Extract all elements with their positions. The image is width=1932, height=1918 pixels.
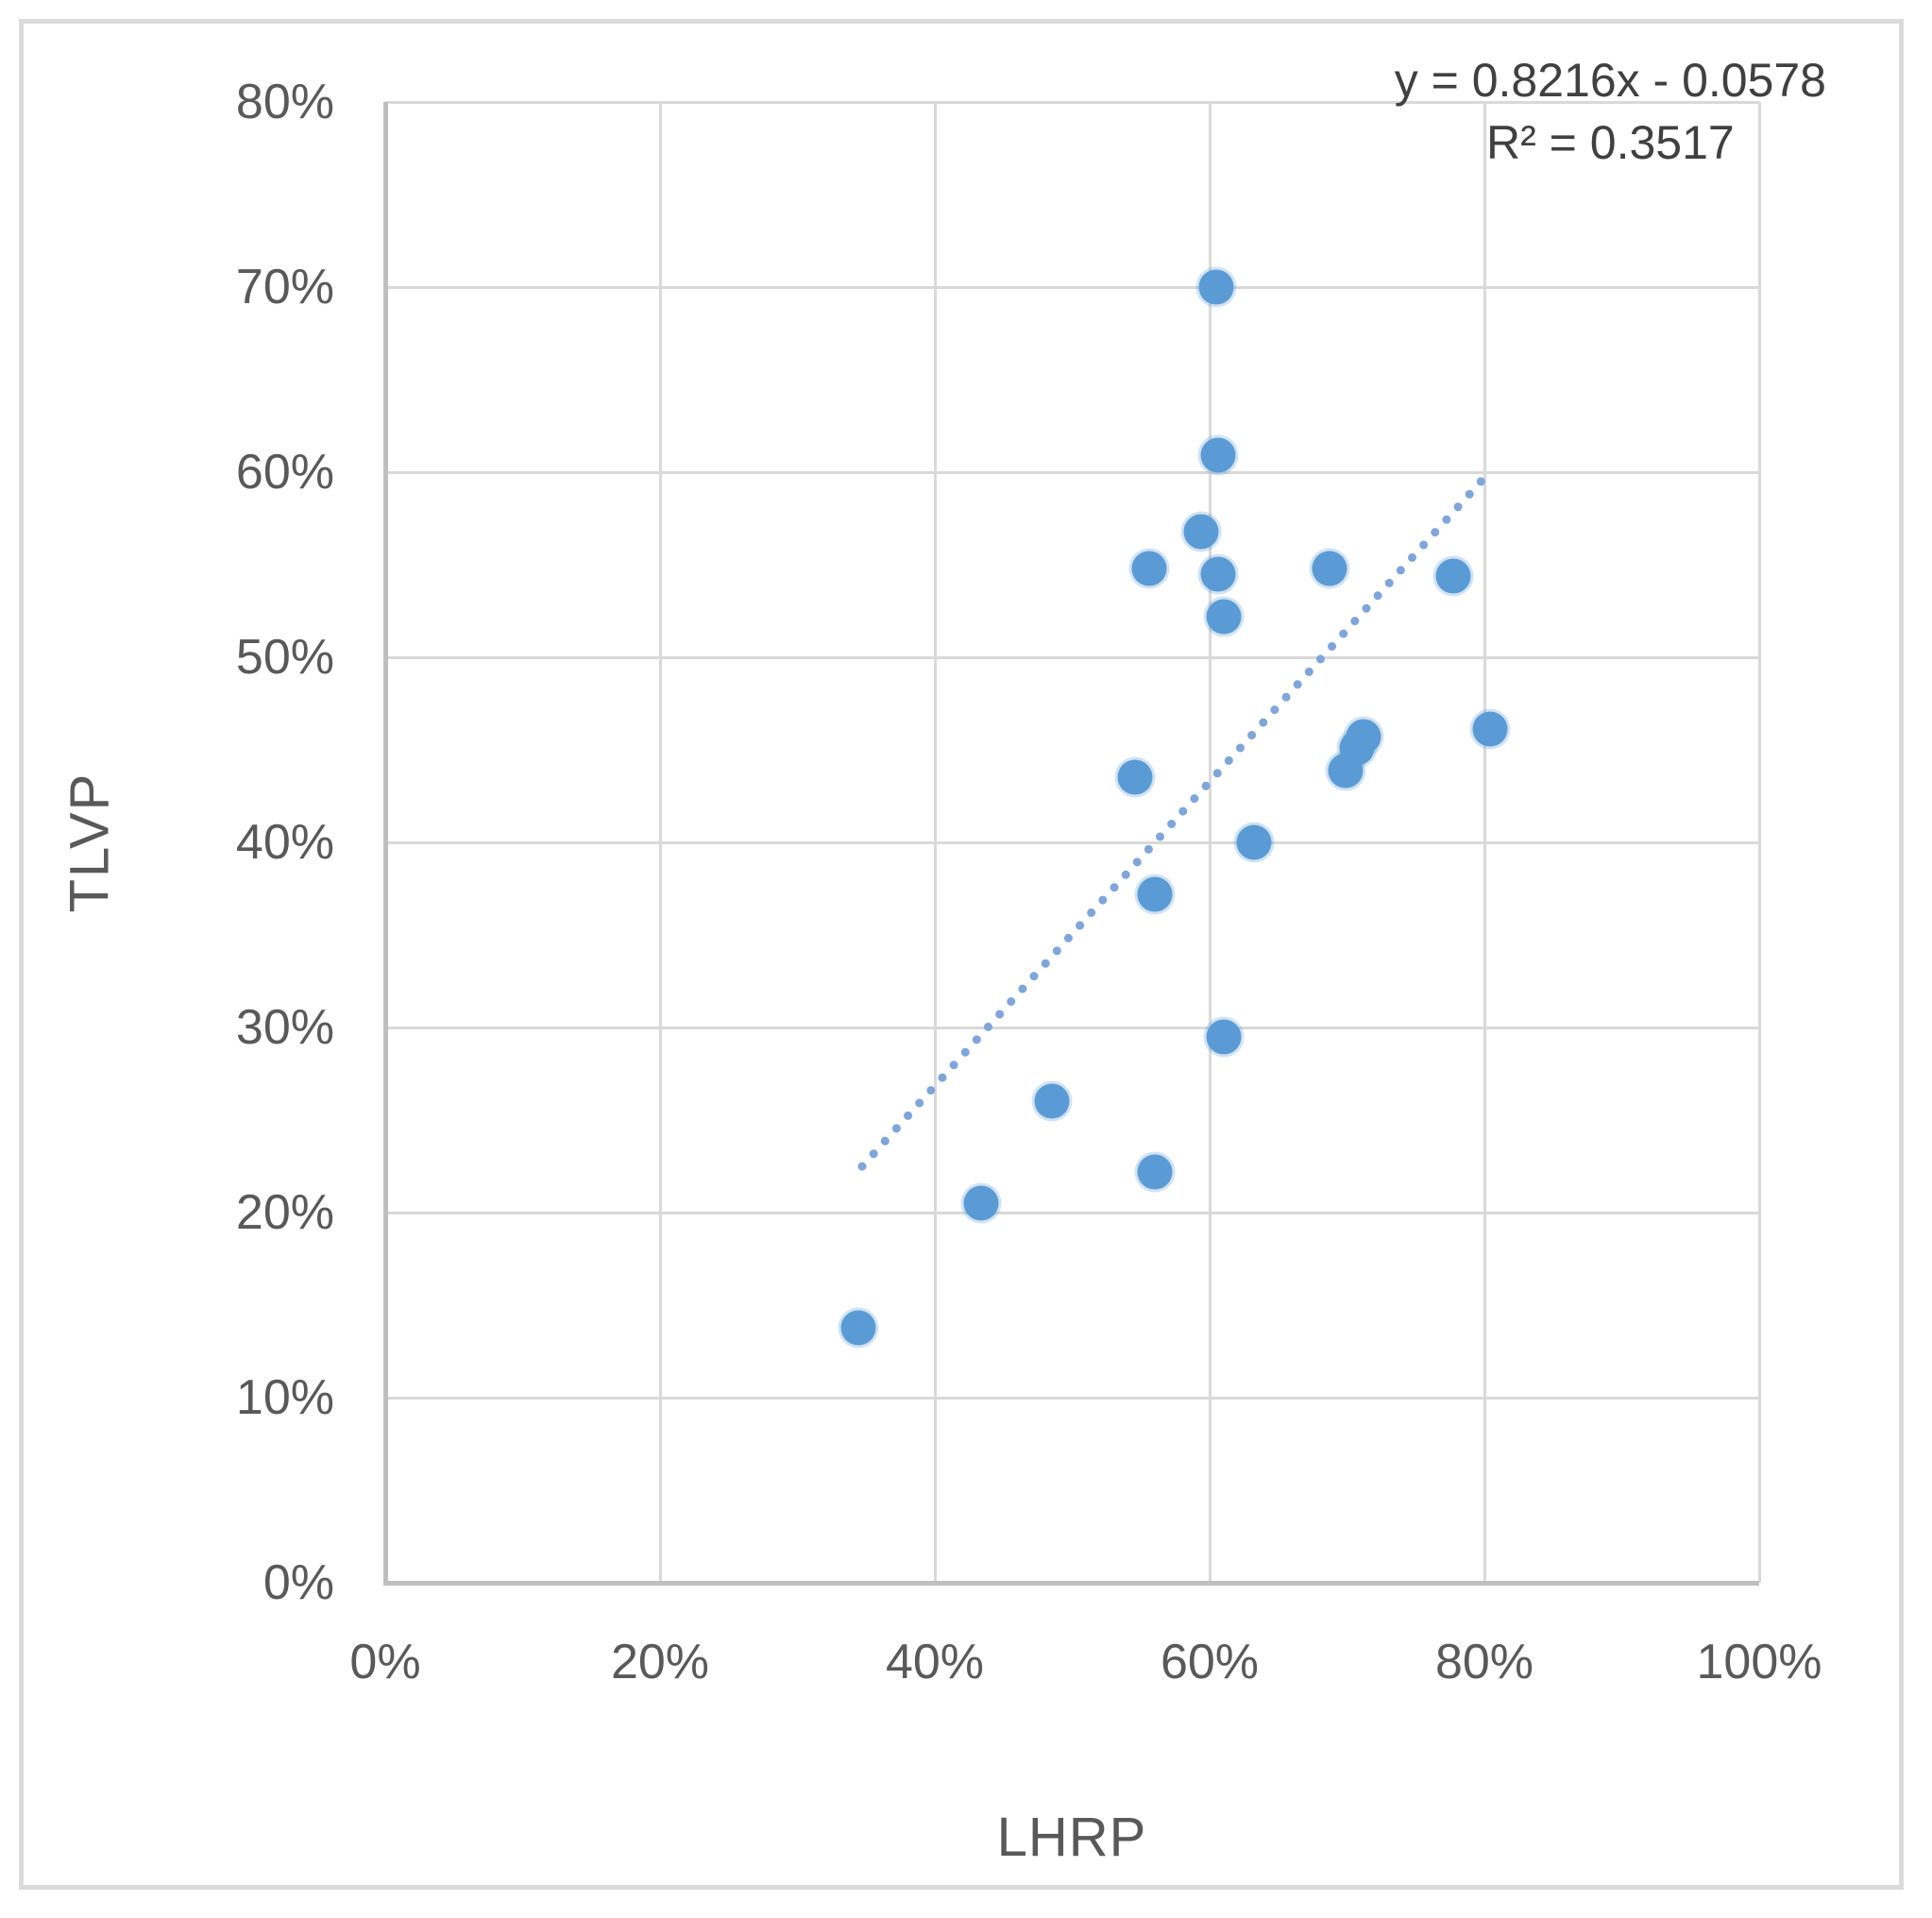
chart-frame-border: [19, 19, 1904, 1890]
data-point: [1435, 558, 1471, 594]
data-point: [1200, 556, 1236, 592]
data-point: [1131, 551, 1167, 586]
plot-area: [383, 101, 1761, 1586]
gridline-vertical: [1209, 102, 1212, 1583]
data-point: [1137, 876, 1173, 912]
y-tick-label: 20%: [235, 1185, 334, 1240]
x-axis-title: LHRP: [996, 1807, 1147, 1868]
y-tick-label: 40%: [235, 815, 334, 870]
data-point: [1206, 1019, 1242, 1055]
gridline-horizontal: [385, 841, 1759, 844]
data-point: [1312, 551, 1347, 586]
data-point: [1198, 269, 1234, 305]
data-point: [1472, 711, 1508, 747]
gridline-vertical: [934, 102, 937, 1583]
y-tick-label: 50%: [235, 630, 334, 685]
r-squared-line: R² = 0.3517: [1486, 116, 1735, 169]
gridline-horizontal: [385, 1212, 1759, 1214]
gridline-vertical: [1758, 102, 1761, 1583]
gridline-horizontal: [385, 471, 1759, 474]
data-point: [1206, 599, 1242, 635]
data-point: [1183, 514, 1219, 550]
y-axis-line: [383, 102, 388, 1583]
data-point: [1346, 719, 1381, 755]
equation-line: y = 0.8216x - 0.0578: [1394, 54, 1826, 107]
x-tick-label: 0%: [349, 1635, 421, 1689]
data-point: [963, 1185, 999, 1221]
data-point: [1137, 1154, 1173, 1190]
data-point: [1034, 1083, 1070, 1119]
x-tick-label: 60%: [1160, 1635, 1260, 1689]
y-axis-title: TLVP: [59, 772, 121, 913]
gridline-horizontal: [385, 1027, 1759, 1029]
gridline-horizontal: [385, 656, 1759, 659]
trendline: [856, 474, 1488, 1173]
gridline-vertical: [659, 102, 662, 1583]
y-tick-label: 80%: [235, 75, 334, 129]
y-tick-label: 30%: [235, 1000, 334, 1055]
x-tick-label: 40%: [885, 1635, 985, 1689]
gridline-horizontal: [385, 286, 1759, 289]
y-tick-label: 70%: [235, 260, 334, 314]
x-axis-line: [383, 1581, 1759, 1586]
x-tick-label: 20%: [610, 1635, 710, 1689]
data-point: [1200, 437, 1236, 473]
x-tick-label: 100%: [1696, 1635, 1822, 1689]
x-tick-label: 80%: [1434, 1635, 1534, 1689]
gridline-horizontal: [385, 1397, 1759, 1400]
y-tick-label: 10%: [235, 1370, 334, 1425]
y-tick-label: 0%: [263, 1555, 334, 1610]
y-tick-label: 60%: [235, 445, 334, 500]
trendline-equation-label: y = 0.8216x - 0.0578 R² = 0.3517: [1395, 49, 1826, 174]
data-point: [840, 1310, 876, 1346]
gridline-horizontal: [385, 101, 1759, 104]
data-point: [1117, 759, 1153, 795]
data-point: [1236, 824, 1272, 860]
gridline-vertical: [1483, 102, 1486, 1583]
